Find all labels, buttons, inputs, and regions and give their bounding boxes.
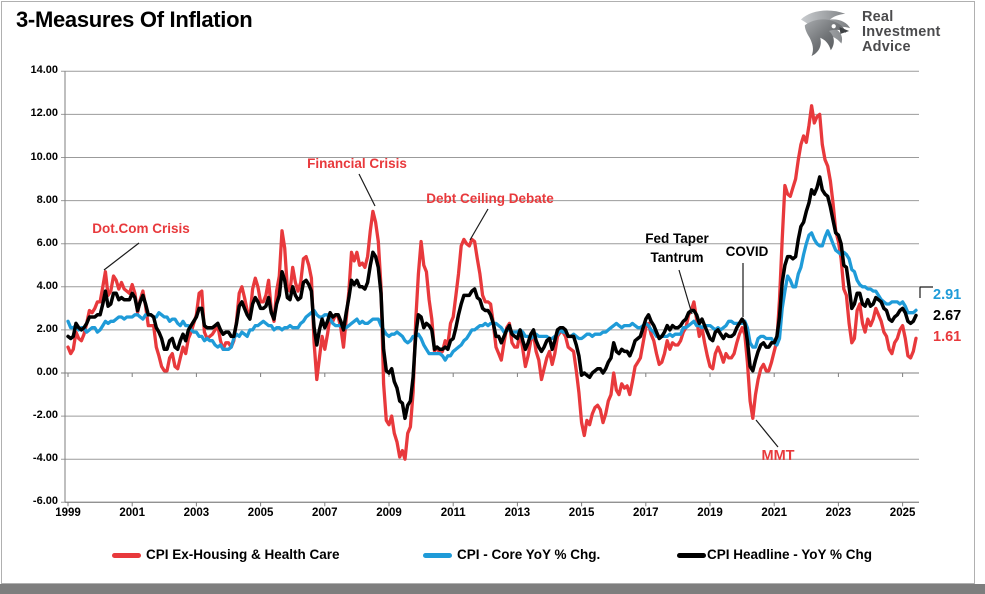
x-tick-label: 2017 <box>633 507 659 519</box>
annotation-financial-crisis: Financial Crisis <box>307 156 407 171</box>
x-tick-label: 2003 <box>183 507 210 519</box>
y-tick-label: 8.00 <box>36 193 58 206</box>
y-tick-label: 6.00 <box>36 236 58 249</box>
y-tick-label: 12.00 <box>30 107 58 120</box>
x-tick-label: 1999 <box>55 507 81 519</box>
y-tick-label: 14.00 <box>30 64 58 77</box>
x-tick-label: 2025 <box>889 507 916 519</box>
end-value-core-cpi: 2.91 <box>933 287 962 303</box>
y-tick-label: 4.00 <box>36 279 58 292</box>
x-tick-label: 2001 <box>119 507 145 519</box>
leader-dotcom <box>103 242 140 271</box>
y-tick-label: -2.00 <box>32 409 58 422</box>
y-tick-label: 0.00 <box>36 366 58 378</box>
y-tick-label: -4.00 <box>32 452 58 465</box>
leader-fed-taper <box>678 269 693 315</box>
x-tick-label: 2023 <box>825 507 852 519</box>
legend-label-ex-housing: CPI Ex-Housing & Health Care <box>146 547 340 562</box>
legend-swatch-ex-housing <box>112 553 141 558</box>
annotation-fed-taper-tantrum: Fed Taper Tantrum <box>645 231 709 265</box>
logo-line-1: Real <box>862 9 894 25</box>
x-tick-label: 2013 <box>504 507 531 519</box>
x-tick-label: 2015 <box>568 507 595 519</box>
end-value-ex-housing-cpi: 1.61 <box>933 329 962 345</box>
legend-label-headline-cpi: CPI Headline - YoY % Chg <box>707 547 873 562</box>
ria-logo: Real Investment Advice <box>797 6 941 63</box>
legend-swatch-core-cpi <box>423 553 452 558</box>
x-tick-label: 2007 <box>312 507 338 519</box>
end-value-headline-cpi: 2.67 <box>933 308 962 324</box>
y-tick-label: -6.00 <box>32 495 58 508</box>
y-tick-label: 2.00 <box>36 322 58 335</box>
chart-frame <box>1 1 975 584</box>
series-line-2 <box>66 175 918 421</box>
leader-financial-crisis <box>358 173 376 207</box>
leader-debt-ceiling <box>469 208 489 241</box>
x-tick-label: 2009 <box>376 507 402 519</box>
annotation-covid: COVID <box>725 244 769 259</box>
logo-text: Real Investment Advice <box>862 10 941 55</box>
leader-end-value <box>919 286 933 298</box>
annotation-dotcom-crisis: Dot.Com Crisis <box>92 221 190 236</box>
bottom-gray-bar <box>0 584 985 594</box>
eagle-logo-icon <box>797 6 855 63</box>
logo-line-3: Advice <box>862 39 911 55</box>
legend-swatch-headline-cpi <box>677 553 706 558</box>
x-tick-label: 2011 <box>440 507 466 519</box>
y-tick-label: 10.00 <box>30 150 58 163</box>
leader-mmt <box>755 419 779 448</box>
page-title: 3-Measures Of Inflation <box>16 7 253 32</box>
x-tick-label: 2019 <box>697 507 723 519</box>
annotation-debt-ceiling-debate: Debt Ceiling Debate <box>426 191 554 206</box>
legend-label-core-cpi: CPI - Core YoY % Chg. <box>457 547 601 562</box>
x-tick-label: 2021 <box>761 507 787 519</box>
annotation-mmt: MMT <box>761 448 795 464</box>
logo-line-2: Investment <box>862 24 941 40</box>
x-tick-label: 2005 <box>247 507 274 519</box>
